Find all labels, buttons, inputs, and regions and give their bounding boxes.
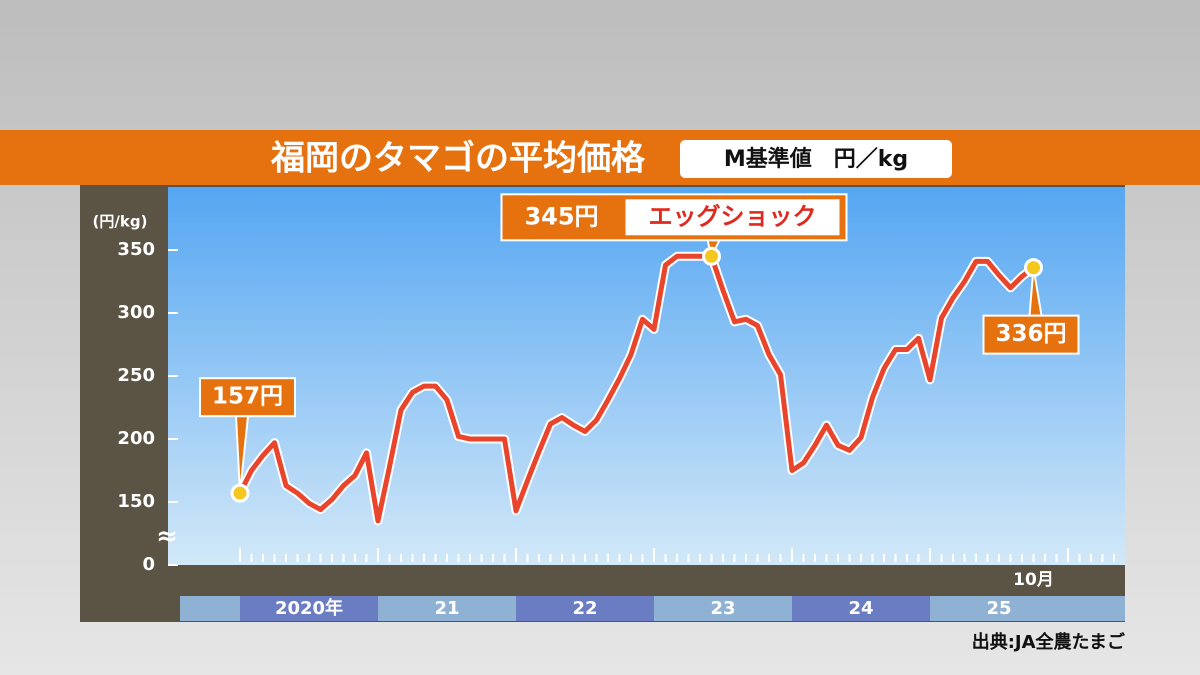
period-band [930, 596, 1068, 621]
highlight-point [1024, 258, 1043, 278]
x-tick-label: 10月 [1013, 570, 1054, 590]
period-label: 24 [848, 598, 873, 619]
source: 出典:JA全農たまご [972, 631, 1125, 653]
period-band [378, 596, 516, 621]
axis-break: ≈ [156, 522, 178, 552]
period-label: 22 [572, 598, 597, 619]
period-band [654, 596, 792, 621]
period-band [792, 596, 930, 621]
period-label: 25 [986, 598, 1011, 619]
period-label: 21 [434, 598, 459, 619]
line [237, 253, 1036, 524]
callout-box [982, 314, 1080, 355]
y-tick-label: 250 [117, 365, 155, 386]
y-tick-label: 0 [142, 554, 155, 575]
data-label: 157円 [212, 384, 283, 410]
data-label: 345円 [524, 202, 598, 230]
annotation: エッグショック [649, 202, 817, 230]
data-label: 336円 [995, 321, 1066, 347]
highlight-point [230, 483, 250, 503]
y-tick-label: 350 [117, 239, 155, 260]
subtitle: M基準値 円／kg [724, 146, 908, 172]
chart-title: 福岡のタマゴの平均価格 [270, 139, 646, 179]
y-tick-label: 300 [117, 302, 155, 323]
period-band [240, 596, 378, 621]
title-banner [0, 130, 1200, 185]
period-band [1068, 596, 1125, 621]
callout-box [199, 377, 296, 418]
period-label: 2020年 [275, 597, 343, 619]
subtitle-box [680, 140, 952, 178]
period-band [180, 596, 240, 621]
period-band [516, 596, 654, 621]
y-axis-label: (円/kg) [93, 213, 148, 231]
y-tick-label: 200 [117, 428, 155, 449]
highlight-point [702, 246, 721, 266]
y-tick-label: 150 [117, 491, 155, 512]
period-label: 23 [710, 598, 735, 619]
annotation-box [625, 199, 840, 236]
